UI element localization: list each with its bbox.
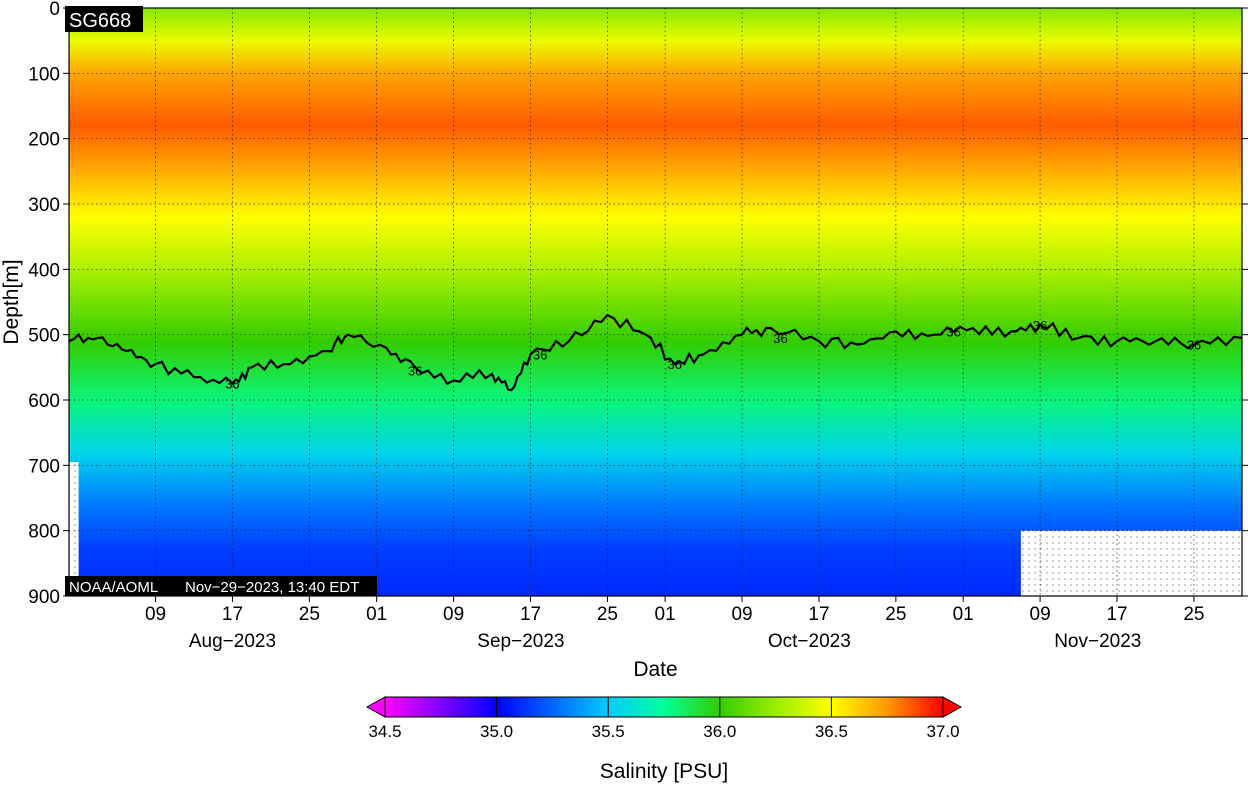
- contour-label: 36: [225, 377, 239, 392]
- no-data-dots: [1020, 530, 1242, 596]
- colorbar-extend-high: [942, 696, 963, 718]
- colorbar-tick-label: 35.5: [592, 722, 625, 741]
- timestamp-text: Nov−29−2023, 13:40 EDT: [185, 579, 359, 596]
- x-tick-label: 01: [366, 604, 387, 625]
- y-tick-label: 800: [28, 522, 60, 543]
- y-tick-label: 500: [28, 326, 60, 347]
- grid-lines: [69, 8, 1242, 596]
- month-label: Sep−2023: [477, 631, 564, 652]
- x-tick-label: 17: [1106, 604, 1127, 625]
- contour-36-line: [69, 313, 1242, 392]
- x-tick-label: 25: [885, 604, 906, 625]
- x-tick-label: 25: [1183, 604, 1204, 625]
- y-tick-label: 700: [28, 456, 60, 477]
- month-label: Oct−2023: [768, 631, 851, 652]
- contour-label: 36: [946, 324, 960, 339]
- x-tick-label: 09: [1030, 604, 1051, 625]
- x-tick-label: 25: [299, 604, 320, 625]
- contour-label: 36: [533, 347, 547, 362]
- plot-frame: [68, 7, 1243, 597]
- colorbar-tick-label: 35.0: [480, 722, 513, 741]
- no-data-regions: [69, 462, 1242, 596]
- colorbar-title: Salinity [PSU]: [600, 760, 728, 783]
- x-axis-ticks: 09 17 25 01 09 17 25 01 09 17 25 01 09 17 25: [145, 596, 1204, 625]
- y-axis-title: Depth[m]: [0, 259, 23, 344]
- x-tick-label: 09: [443, 604, 464, 625]
- contour-label: 36: [667, 357, 681, 372]
- colorbar-extend-low: [365, 696, 386, 718]
- colorbar-tick-label: 36.0: [703, 722, 736, 741]
- x-tick-label: 01: [655, 604, 676, 625]
- month-label: Nov−2023: [1054, 631, 1141, 652]
- no-data-dots: [69, 462, 79, 596]
- contour-label: 36: [1033, 318, 1047, 333]
- colorbar-tick-label: 36.5: [815, 722, 848, 741]
- x-tick-label: 25: [597, 604, 618, 625]
- colorbar-tick-label: 34.5: [368, 722, 401, 741]
- credit-tag: NOAA/AOML Nov−29−2023, 13:40 EDT: [65, 576, 377, 596]
- month-label: Aug−2023: [189, 631, 276, 652]
- y-tick-label: 100: [28, 64, 60, 85]
- platform-id: SG668: [69, 10, 131, 32]
- contour-labels: 36 36 36 36 36 36 36 36: [225, 318, 1201, 392]
- contour-label: 36: [408, 364, 422, 379]
- x-tick-label: 01: [953, 604, 974, 625]
- x-tick-label: 09: [145, 604, 166, 625]
- platform-tag: SG668: [65, 6, 143, 32]
- x-tick-label: 09: [731, 604, 752, 625]
- colorbar-gradient: [384, 696, 944, 718]
- credit-text: NOAA/AOML: [69, 579, 158, 596]
- plot-area: 36 36 36 36 36 36 36 36: [69, 8, 1242, 596]
- contour-label: 36: [773, 331, 787, 346]
- y-tick-label: 200: [28, 130, 60, 151]
- colorbar-ticks: 34.5 35.0 35.5 36.0 36.5 37.0: [368, 697, 960, 741]
- y-tick-label: 300: [28, 195, 60, 216]
- y-tick-label: 0: [49, 0, 60, 20]
- salinity-field: [69, 8, 1242, 596]
- y-tick-label: 900: [28, 587, 60, 608]
- colorbar-tick-label: 37.0: [926, 722, 959, 741]
- x-tick-label: 17: [520, 604, 541, 625]
- month-labels: Aug−2023 Sep−2023 Oct−2023 Nov−2023: [189, 631, 1141, 652]
- contour-label: 36: [1187, 337, 1201, 352]
- y-axis-ticks: 0 100 200 300 400 500 600 700 800 900: [28, 0, 1248, 608]
- x-tick-label: 17: [222, 604, 243, 625]
- x-tick-label: 17: [808, 604, 829, 625]
- colorbar: 34.5 35.0 35.5 36.0 36.5 37.0 Salinity [PSU]: [365, 696, 963, 783]
- x-axis-title: Date: [633, 658, 677, 681]
- y-tick-label: 600: [28, 391, 60, 412]
- y-tick-label: 400: [28, 260, 60, 281]
